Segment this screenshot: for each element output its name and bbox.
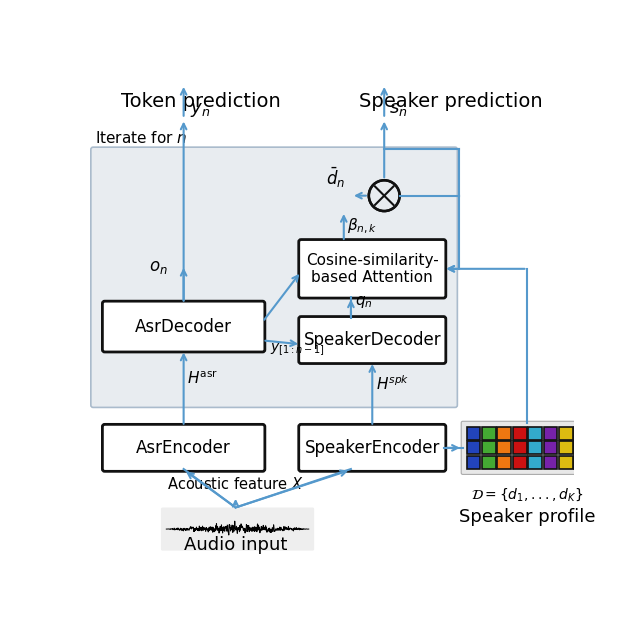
Text: Iterate for $n$: Iterate for $n$ — [95, 130, 188, 146]
Bar — [467, 456, 481, 469]
Bar — [467, 427, 481, 439]
Bar — [513, 456, 527, 469]
FancyBboxPatch shape — [161, 508, 314, 551]
FancyBboxPatch shape — [299, 424, 446, 471]
Text: $\bar{d}_n$: $\bar{d}_n$ — [326, 165, 346, 190]
Text: Audio input: Audio input — [184, 536, 287, 554]
Bar — [559, 441, 573, 454]
Text: AsrEncoder: AsrEncoder — [136, 439, 231, 457]
Text: Speaker profile: Speaker profile — [459, 508, 596, 525]
Bar — [575, 427, 588, 439]
Bar — [513, 441, 527, 454]
Text: $H^{\rm asr}$: $H^{\rm asr}$ — [188, 370, 219, 387]
Text: $o_n$: $o_n$ — [149, 258, 168, 276]
FancyBboxPatch shape — [102, 424, 265, 471]
FancyBboxPatch shape — [461, 421, 594, 474]
Text: Token prediction: Token prediction — [121, 92, 281, 111]
Text: $H^{spk}$: $H^{spk}$ — [376, 375, 410, 393]
Bar — [543, 441, 557, 454]
Bar — [497, 427, 511, 439]
Text: $\beta_{n,k}$: $\beta_{n,k}$ — [347, 217, 378, 236]
FancyBboxPatch shape — [299, 240, 446, 298]
Bar — [513, 427, 527, 439]
Bar — [482, 441, 496, 454]
FancyBboxPatch shape — [299, 317, 446, 364]
Text: $\mathcal{D} = \{d_1,...,d_K\}$: $\mathcal{D} = \{d_1,...,d_K\}$ — [471, 486, 584, 503]
Text: $s_n$: $s_n$ — [389, 99, 407, 118]
Bar — [575, 441, 588, 454]
Bar — [482, 456, 496, 469]
Text: Acoustic feature $X$: Acoustic feature $X$ — [168, 476, 304, 492]
Bar — [497, 456, 511, 469]
Bar — [559, 427, 573, 439]
FancyBboxPatch shape — [91, 147, 458, 408]
Text: SpeakerDecoder: SpeakerDecoder — [303, 331, 441, 349]
Bar — [543, 427, 557, 439]
Text: AsrDecoder: AsrDecoder — [135, 317, 232, 336]
Text: $y_{[1:n-1]}$: $y_{[1:n-1]}$ — [270, 342, 325, 358]
Text: Cosine-similarity-
based Attention: Cosine-similarity- based Attention — [306, 252, 438, 285]
Text: Speaker prediction: Speaker prediction — [360, 92, 543, 111]
Text: $y_n$: $y_n$ — [190, 100, 210, 118]
Bar — [482, 427, 496, 439]
Bar — [528, 456, 542, 469]
Bar — [575, 456, 588, 469]
Text: SpeakerEncoder: SpeakerEncoder — [305, 439, 440, 457]
Bar — [528, 427, 542, 439]
Text: $q_n$: $q_n$ — [355, 294, 372, 310]
Bar — [467, 441, 481, 454]
Bar — [559, 456, 573, 469]
Bar — [497, 441, 511, 454]
FancyBboxPatch shape — [102, 301, 265, 352]
Bar — [543, 456, 557, 469]
Bar — [528, 441, 542, 454]
